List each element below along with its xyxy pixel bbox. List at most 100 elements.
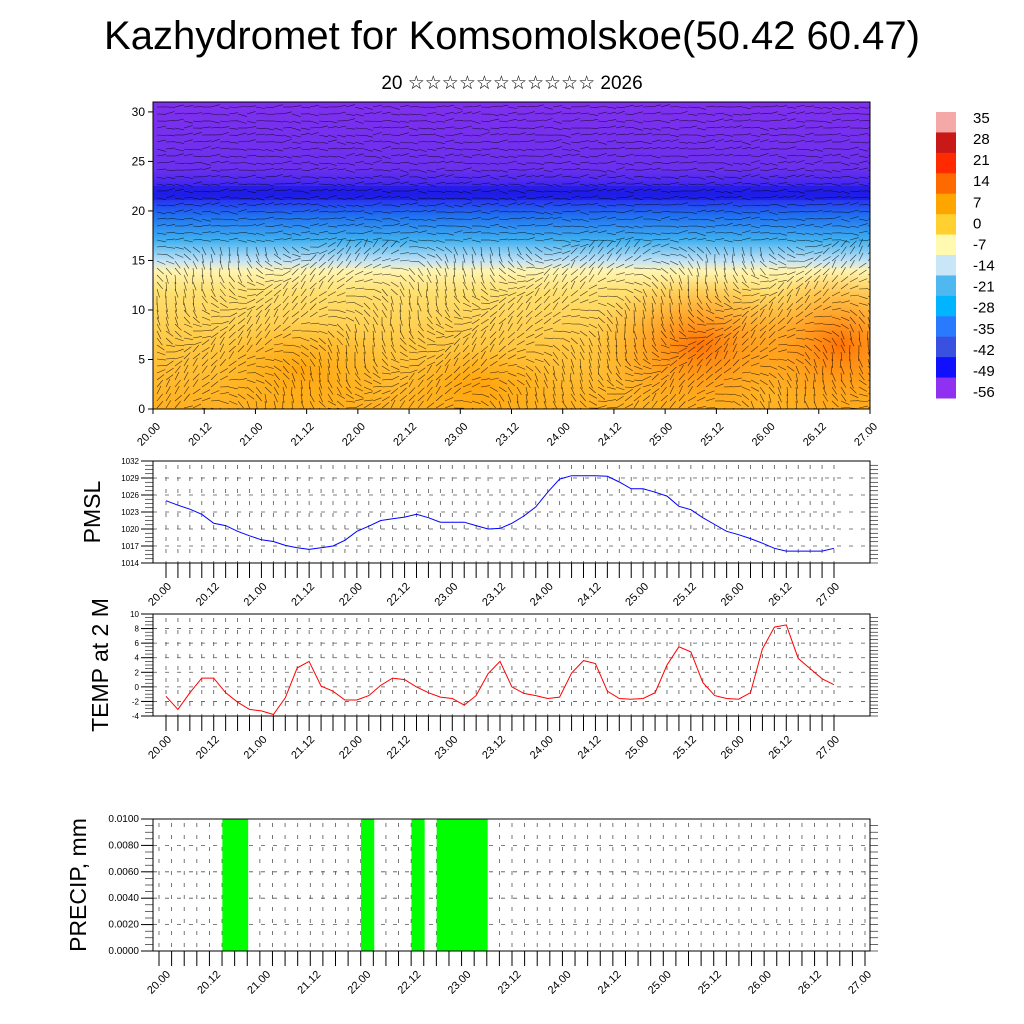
wind-barb xyxy=(462,134,472,137)
wind-barb xyxy=(417,394,425,402)
wind-barb xyxy=(759,153,769,157)
wind-barb xyxy=(318,386,323,396)
wind-barb xyxy=(786,393,788,404)
wind-barb xyxy=(246,294,256,297)
wind-barb xyxy=(192,253,199,262)
wind-barb xyxy=(210,274,214,284)
wind-barb xyxy=(408,113,419,116)
wind-barb xyxy=(588,240,596,248)
wind-barb xyxy=(480,267,484,277)
wind-barb xyxy=(561,148,571,151)
wind-barb xyxy=(318,162,329,164)
wind-barb xyxy=(597,372,604,381)
wind-barb xyxy=(300,263,310,269)
wind-barb xyxy=(237,295,247,299)
wind-barb xyxy=(822,296,830,304)
wind-barb xyxy=(174,237,184,241)
wind-barb xyxy=(588,344,593,354)
wind-barb xyxy=(516,196,526,199)
wind-barb xyxy=(363,253,369,262)
wind-barb xyxy=(390,218,400,222)
wind-barb xyxy=(687,253,694,262)
wind-barb xyxy=(777,225,787,228)
wind-barb xyxy=(156,211,166,215)
wind-barb xyxy=(588,140,598,143)
wind-barb xyxy=(822,315,832,318)
wind-barb xyxy=(615,175,625,178)
wind-barb xyxy=(282,365,289,374)
wind-barb xyxy=(840,202,850,206)
wind-barb xyxy=(669,253,679,256)
wind-barb xyxy=(570,176,580,179)
wind-barb xyxy=(426,120,436,124)
wind-barb xyxy=(237,345,245,353)
wind-barb xyxy=(408,358,419,361)
wind-barb xyxy=(732,274,738,283)
wind-barb xyxy=(867,113,870,115)
wind-barb xyxy=(624,225,634,229)
wind-barb xyxy=(327,301,337,304)
wind-barb xyxy=(201,253,204,263)
wind-barb xyxy=(723,183,733,186)
wind-barb xyxy=(390,351,396,360)
wind-barb xyxy=(867,127,870,129)
wind-barb xyxy=(543,268,551,276)
wind-barb xyxy=(174,260,181,269)
wind-barb xyxy=(597,188,607,192)
wind-barb xyxy=(651,104,661,108)
wind-barb xyxy=(264,127,274,131)
wind-barb xyxy=(750,174,760,178)
wind-barb xyxy=(210,407,216,409)
wind-barb xyxy=(183,371,189,381)
wind-barb xyxy=(696,358,704,367)
wind-barb xyxy=(165,204,176,207)
wind-barb xyxy=(435,316,441,325)
wind-barb xyxy=(498,104,508,108)
wind-barb xyxy=(417,218,427,221)
wind-barb xyxy=(732,295,742,300)
wind-barb xyxy=(282,295,289,304)
wind-barb xyxy=(623,330,626,341)
wind-barb xyxy=(633,372,643,375)
wind-barb xyxy=(192,288,195,298)
wind-barb xyxy=(273,295,279,304)
wind-barb xyxy=(561,255,570,262)
wind-barb xyxy=(561,153,571,157)
wind-barb xyxy=(300,203,310,206)
wind-barb xyxy=(453,120,464,122)
wind-barb xyxy=(840,323,849,330)
wind-barb xyxy=(246,315,252,325)
wind-barb xyxy=(156,358,166,361)
y-axis-title: TEMP at 2 M xyxy=(87,598,113,732)
wind-barb xyxy=(453,288,457,298)
wind-barb xyxy=(813,203,824,206)
wind-barb xyxy=(660,274,668,282)
wind-barb xyxy=(741,174,751,178)
wind-barb xyxy=(363,168,373,171)
wind-barb xyxy=(426,127,436,130)
wind-barb xyxy=(425,288,428,299)
wind-barb xyxy=(714,302,724,308)
wind-barb xyxy=(201,329,212,332)
wind-barb xyxy=(174,288,179,298)
wind-barb xyxy=(822,288,829,297)
wind-barb xyxy=(507,354,517,360)
wind-barb xyxy=(804,197,814,201)
precip-bar xyxy=(449,819,463,951)
wind-barb xyxy=(732,169,742,173)
wind-barb xyxy=(318,351,322,361)
wind-barb xyxy=(768,347,778,353)
wind-barb xyxy=(669,239,679,243)
wind-barb xyxy=(363,402,372,409)
wind-barb xyxy=(588,330,596,338)
wind-barb xyxy=(246,274,253,283)
wind-barb xyxy=(552,393,556,403)
wind-barb xyxy=(543,264,553,269)
wind-barb xyxy=(642,242,652,248)
wind-barb xyxy=(453,169,464,172)
wind-barb xyxy=(678,216,688,220)
wind-barb xyxy=(210,337,217,346)
x-tick-label: 22.00 xyxy=(340,421,368,449)
wind-barb xyxy=(354,316,360,325)
wind-barb xyxy=(363,399,373,402)
